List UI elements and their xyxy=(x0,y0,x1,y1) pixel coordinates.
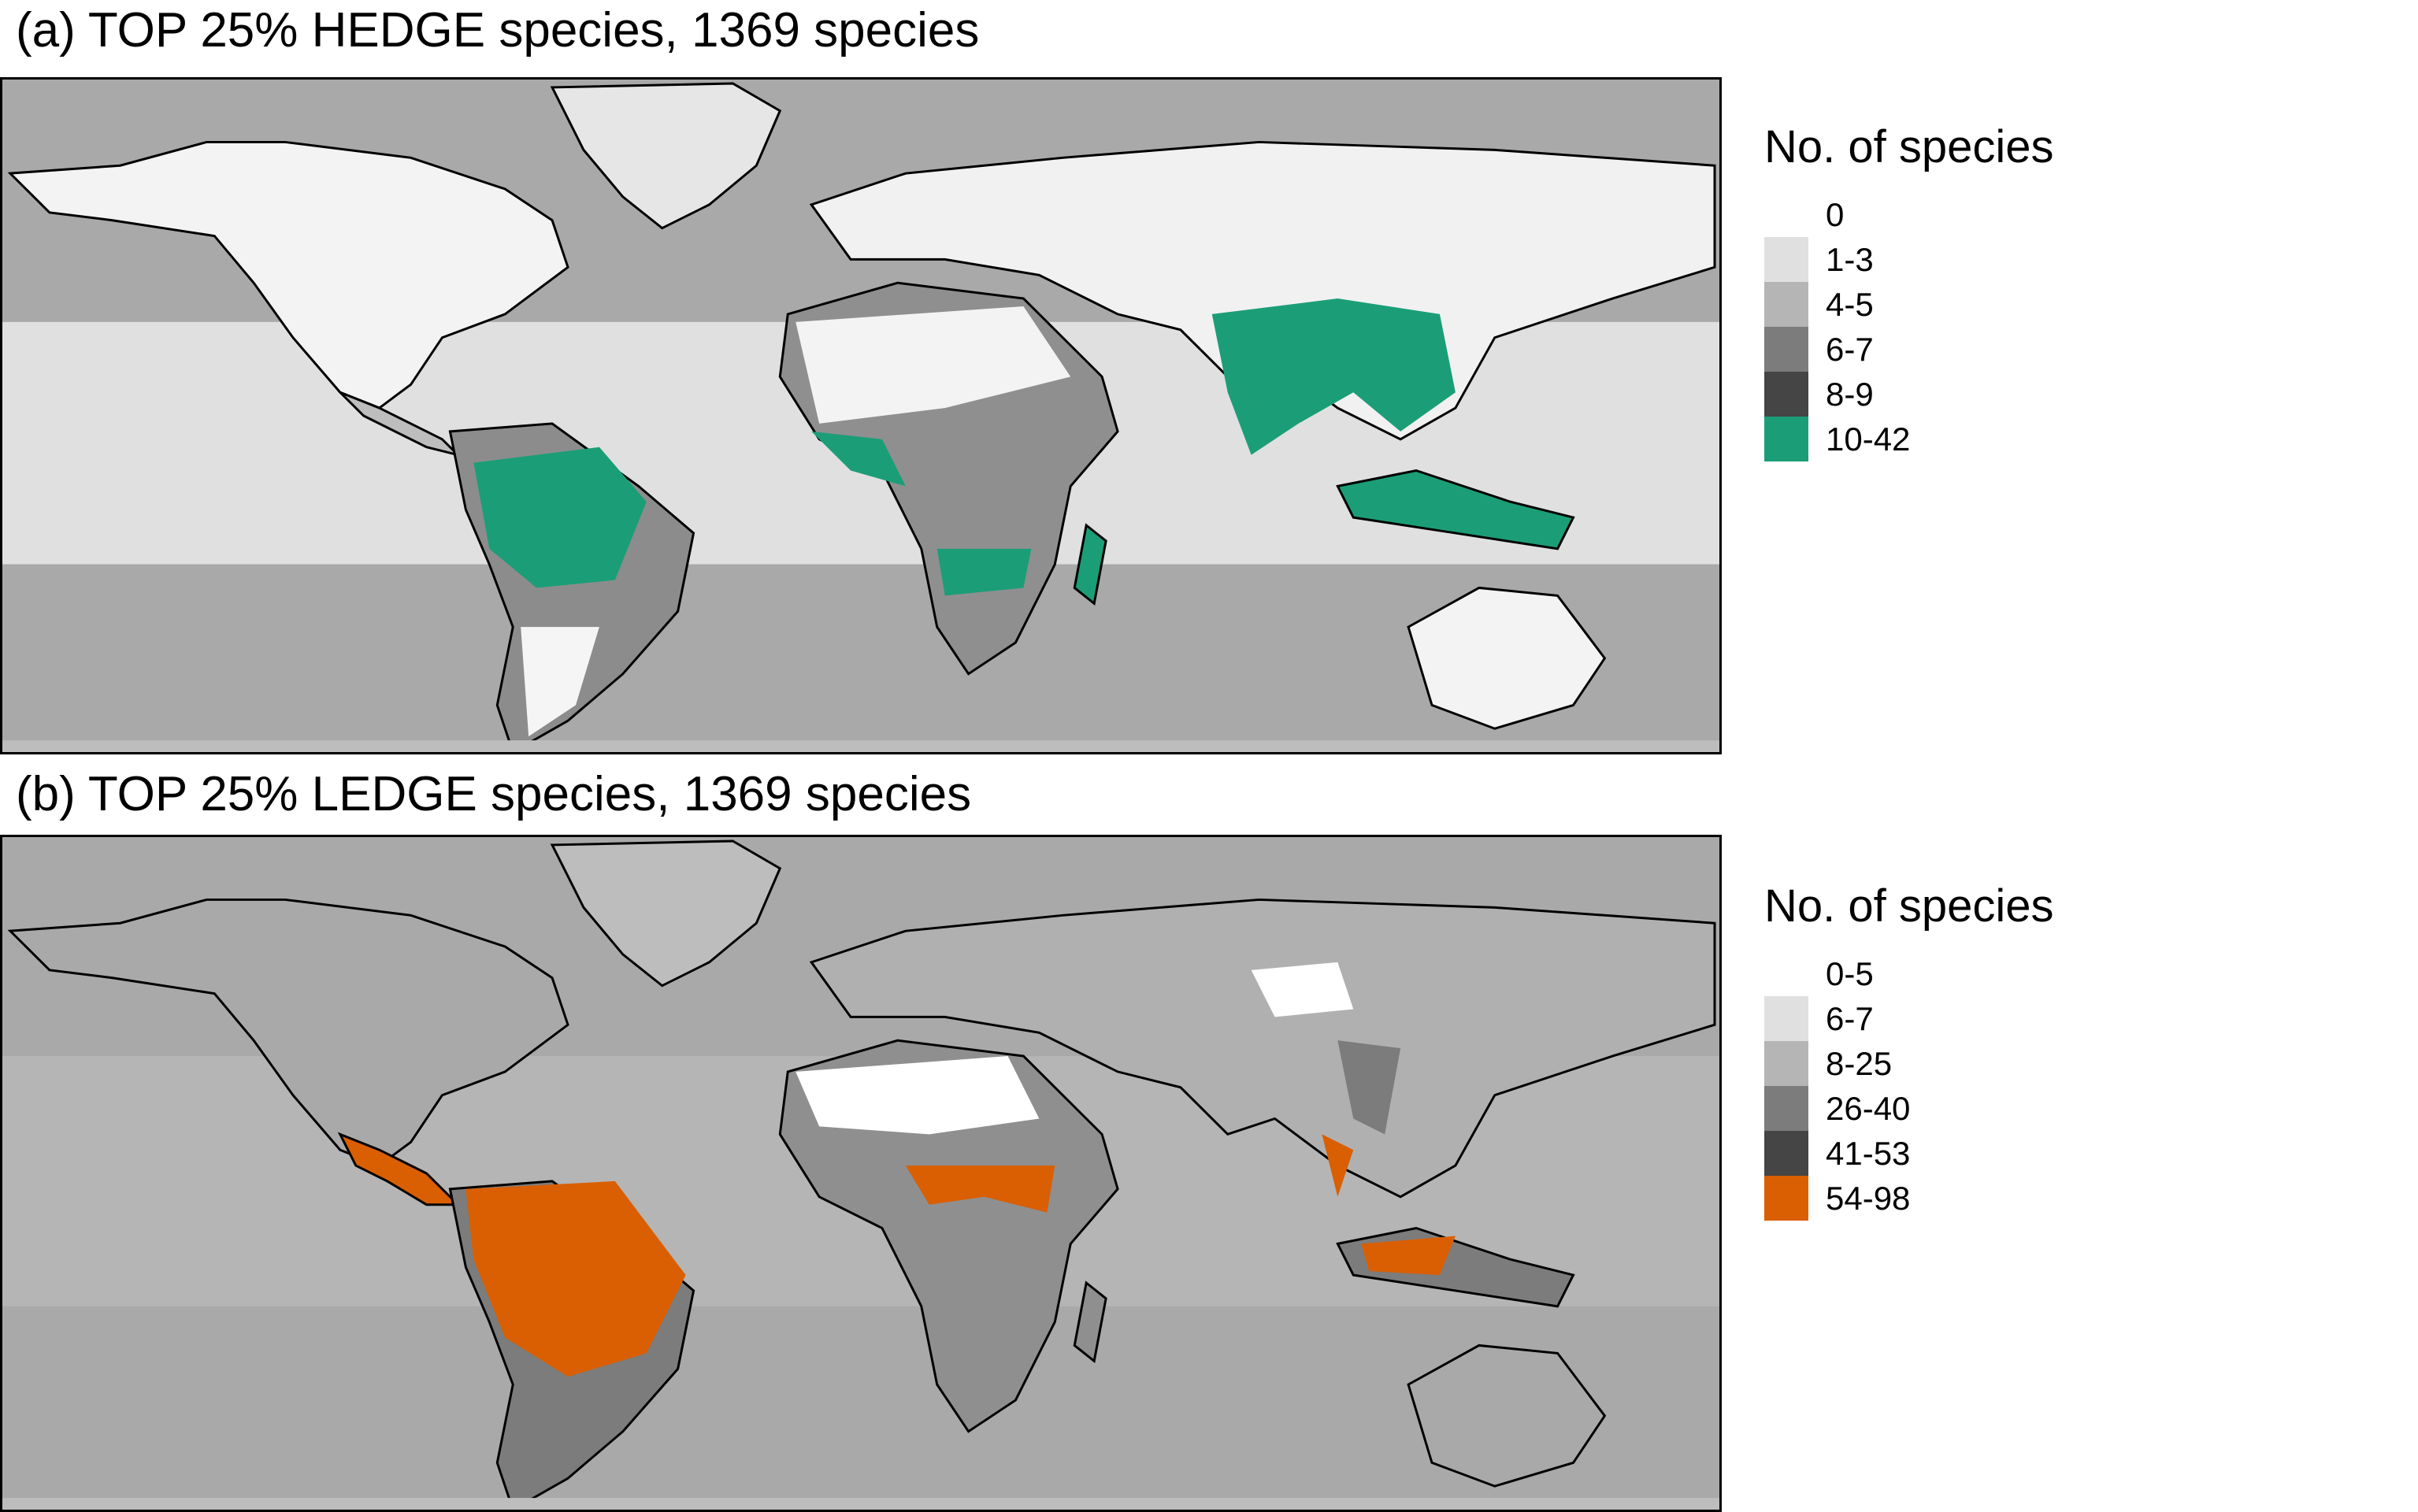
legend-label: 6-7 xyxy=(1826,330,1874,368)
legend-label: 26-40 xyxy=(1826,1089,1911,1127)
map-panel-b xyxy=(0,835,1722,1512)
australia xyxy=(1407,586,1607,730)
legend-entry: 6-7 xyxy=(1764,327,2054,372)
legend-entry: 26-40 xyxy=(1764,1086,2054,1131)
greenland xyxy=(550,839,782,988)
legend-label: 41-53 xyxy=(1826,1134,1911,1172)
legend-swatch xyxy=(1764,1086,1808,1131)
legend-label: 0-5 xyxy=(1826,954,1874,992)
africa xyxy=(778,1039,1119,1433)
eurasia xyxy=(809,898,1716,1199)
legend-swatch xyxy=(1764,237,1808,282)
legend-entry: 1-3 xyxy=(1764,237,2054,282)
legend-label: 54-98 xyxy=(1826,1179,1911,1217)
legend-swatch xyxy=(1764,282,1808,327)
legend-label: 1-3 xyxy=(1826,240,1874,278)
legend-swatch xyxy=(1764,417,1808,461)
legend-entry: 0 xyxy=(1764,192,2054,237)
legend-swatch xyxy=(1764,996,1808,1041)
panel-a-title: (a) TOP 25% HEDGE species, 1369 species xyxy=(16,3,980,57)
legend-title: No. of species xyxy=(1764,880,2054,932)
legend-entry: 8-9 xyxy=(1764,372,2054,417)
madagascar xyxy=(1073,1280,1107,1364)
legend-swatch xyxy=(1764,327,1808,372)
legend-entry: 54-98 xyxy=(1764,1176,2054,1221)
eurasia xyxy=(809,140,1716,441)
legend-label: 6-7 xyxy=(1826,999,1874,1037)
legend-panel-b: No. of species 0-5 6-7 8-25 26-40 41-53 … xyxy=(1764,884,2054,1221)
legend-swatch xyxy=(1764,1041,1808,1086)
madagascar xyxy=(1073,523,1107,606)
legend-title: No. of species xyxy=(1764,121,2054,172)
world-map-hedge xyxy=(2,80,1719,752)
panel-b-title: (b) TOP 25% LEDGE species, 1369 species xyxy=(16,767,972,821)
legend-label: 4-5 xyxy=(1826,285,1874,323)
legend-entry: 41-53 xyxy=(1764,1131,2054,1176)
central-america xyxy=(337,1132,462,1206)
australia xyxy=(1407,1343,1607,1488)
north-america xyxy=(7,140,569,410)
legend-label: 10-42 xyxy=(1826,420,1911,458)
legend-swatch xyxy=(1764,1131,1808,1176)
legend-entry: 6-7 xyxy=(1764,996,2054,1041)
legend-swatch xyxy=(1764,1176,1808,1221)
legend-label: 8-25 xyxy=(1826,1044,1893,1082)
maritime-se-asia xyxy=(1336,469,1575,550)
world-map-ledge xyxy=(2,837,1719,1510)
india-se-asia xyxy=(1211,298,1456,455)
legend-swatch xyxy=(1764,372,1808,417)
legend-swatch xyxy=(1764,192,1808,237)
greenland xyxy=(550,82,782,230)
legend-swatch xyxy=(1764,951,1808,996)
map-panel-a xyxy=(0,77,1722,754)
legend-label: 8-9 xyxy=(1826,375,1874,413)
legend-entry: 4-5 xyxy=(1764,282,2054,327)
legend-entry: 10-42 xyxy=(1764,417,2054,461)
legend-panel-a: No. of species 0 1-3 4-5 6-7 8-9 10-42 xyxy=(1764,124,2054,461)
legend-entry: 8-25 xyxy=(1764,1041,2054,1086)
legend-label: 0 xyxy=(1826,195,1845,233)
legend-entry: 0-5 xyxy=(1764,951,2054,996)
north-america xyxy=(7,898,569,1167)
